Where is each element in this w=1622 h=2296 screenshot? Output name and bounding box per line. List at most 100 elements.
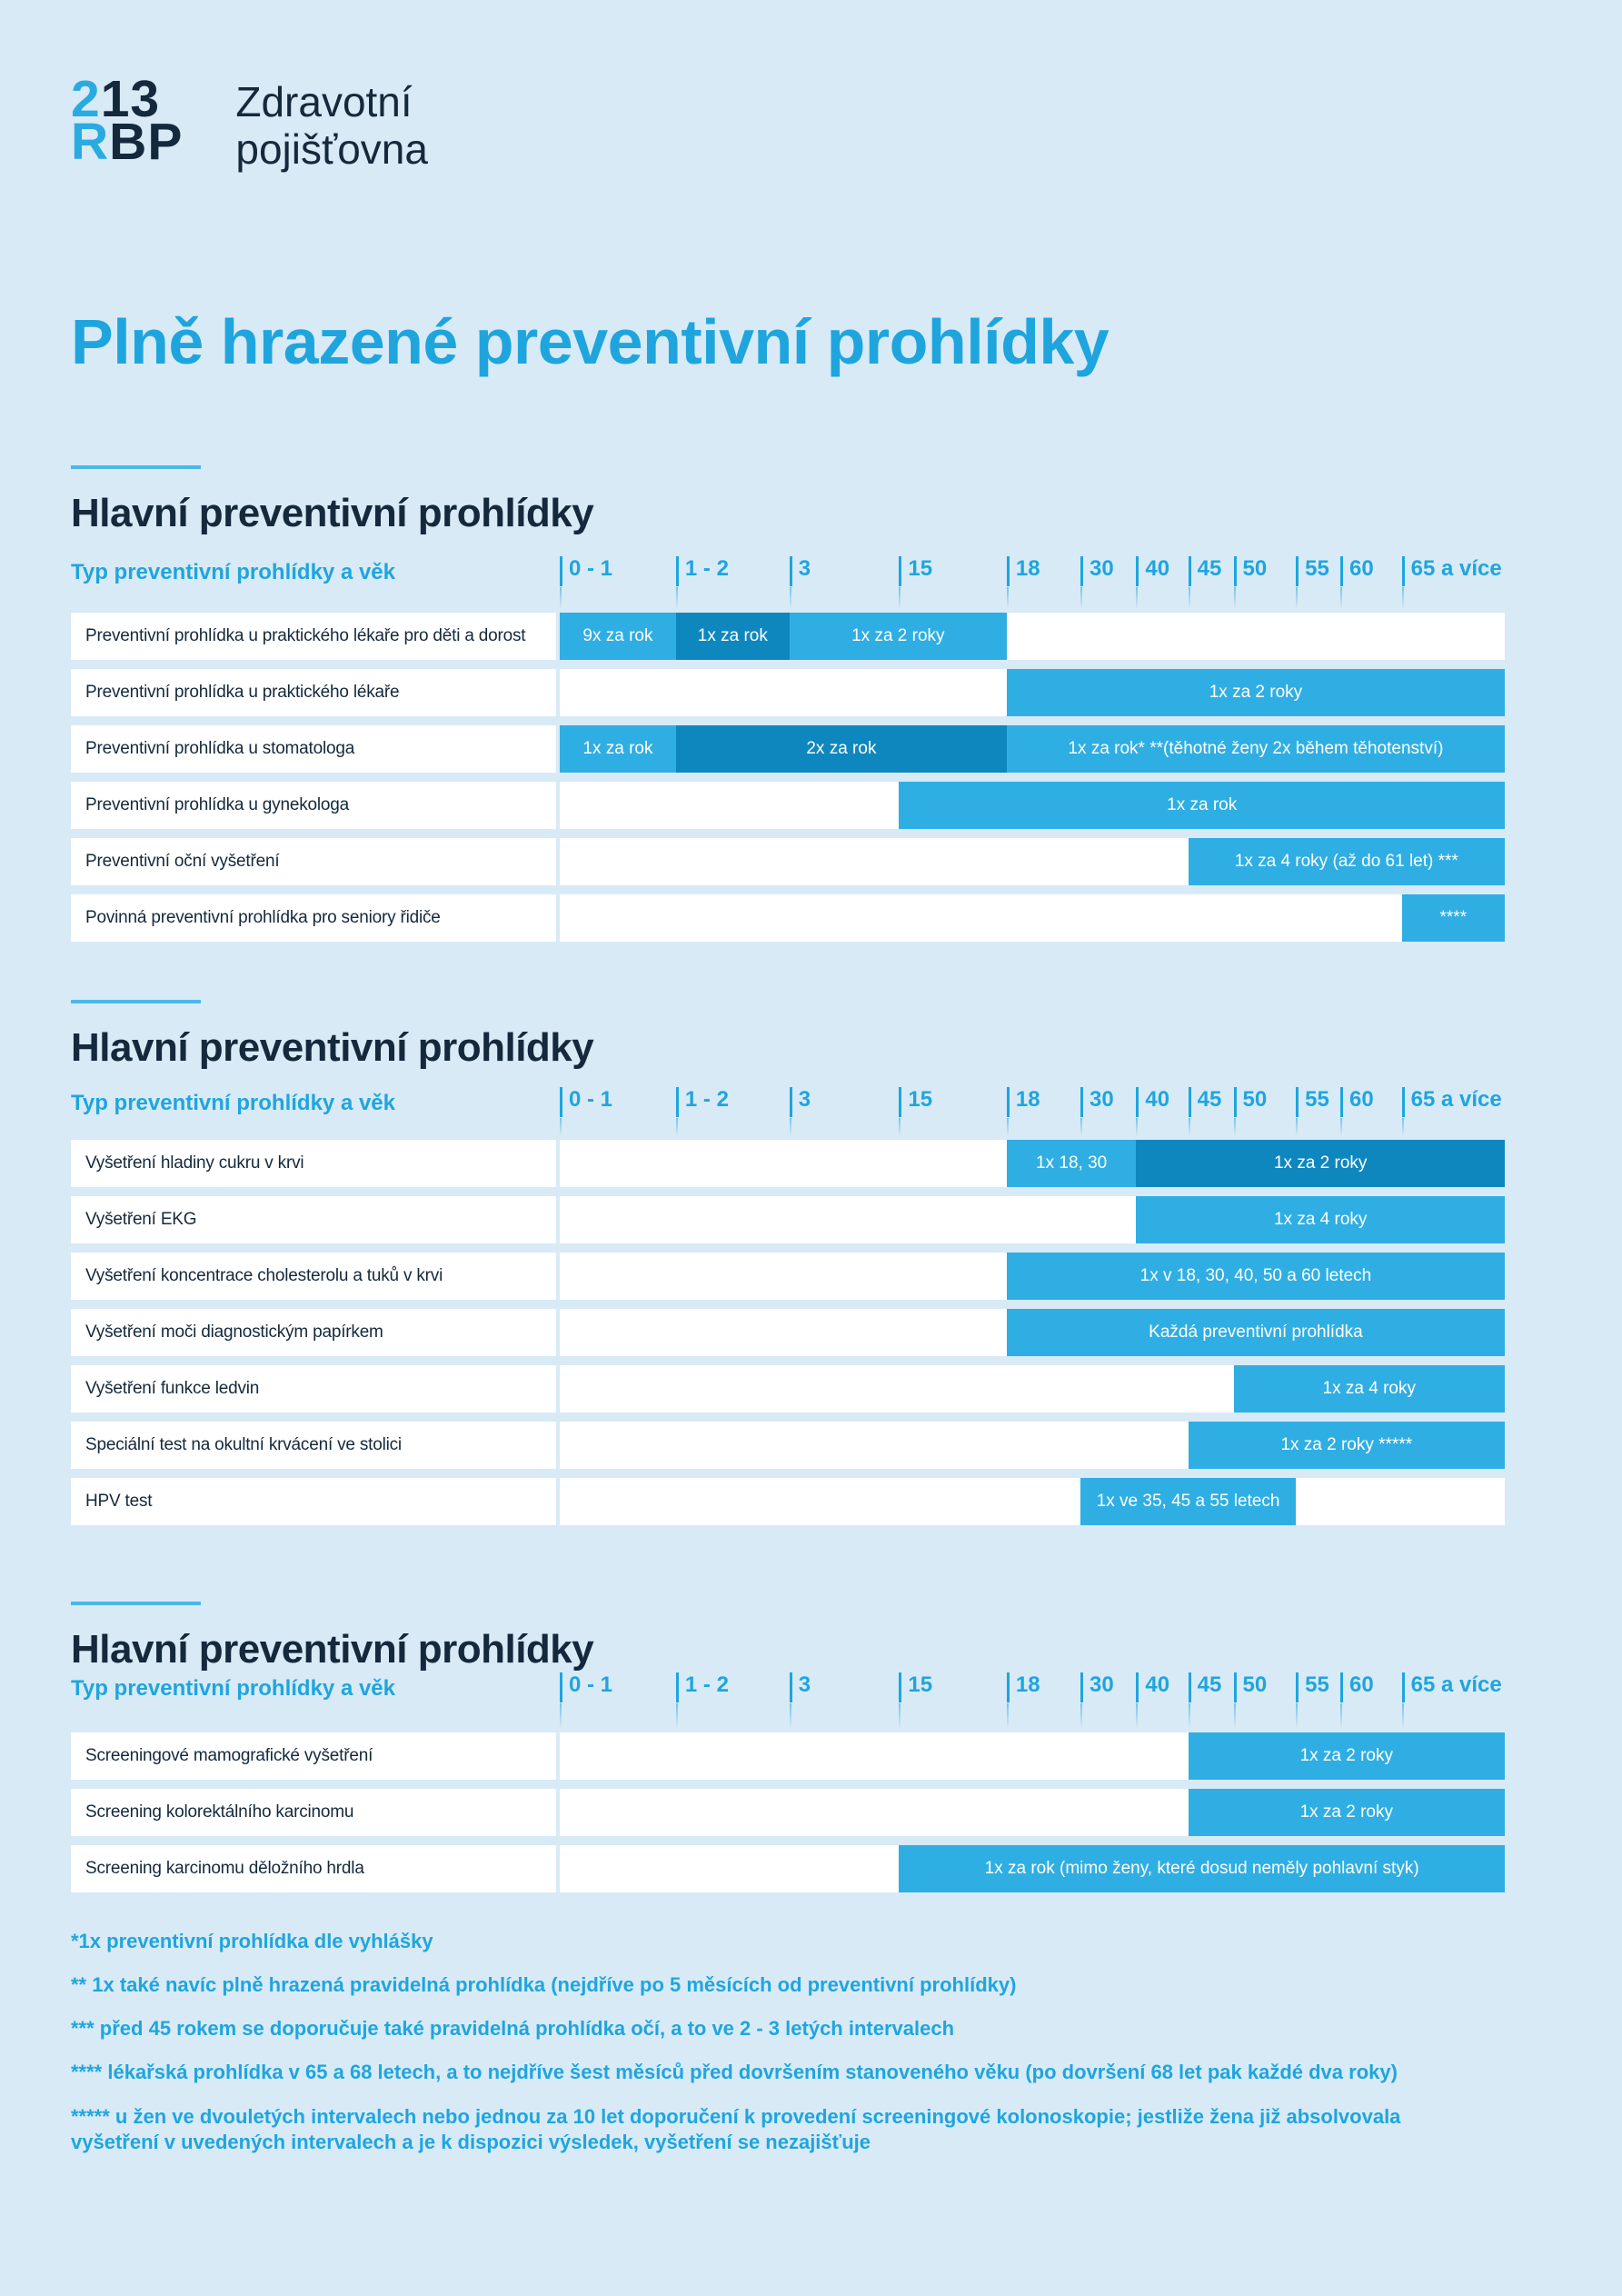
- tick-label: 40: [1145, 1672, 1170, 1697]
- tick-mark: [1136, 1672, 1139, 1702]
- age-tick: 50: [1233, 1672, 1268, 1702]
- gantt-bar: 1x za rok* **(těhotné ženy 2x během těho…: [1006, 725, 1505, 773]
- row-chart: 1x za 4 roky: [560, 1365, 1505, 1413]
- rbp-logo-mark: 213 RBP: [71, 74, 183, 173]
- row-chart: ****: [560, 894, 1505, 942]
- row-chart: 9x za rok 1x za rok 1x za 2 roky: [560, 613, 1505, 660]
- tick-dropline: [1401, 1118, 1404, 1136]
- tick-mark: [675, 556, 679, 586]
- gantt-bar: 1x za 2 roky: [1188, 1789, 1505, 1836]
- tick-mark: [899, 556, 902, 586]
- gantt-bar: 1x za 2 roky: [1006, 669, 1505, 716]
- tick-droplines: [560, 1703, 1505, 1729]
- table-row: Preventivní prohlídka u gynekologa 1x za …: [71, 782, 1505, 829]
- row-chart: 1x za 2 roky: [560, 669, 1505, 716]
- row-chart: 1x za 4 roky: [560, 1196, 1505, 1243]
- tick-mark: [1233, 556, 1237, 586]
- tick-dropline: [789, 587, 791, 609]
- tick-label: 45: [1197, 1087, 1222, 1112]
- section-title: Hlavní preventivní prohlídky: [71, 1025, 594, 1070]
- age-tick: 60: [1340, 1087, 1374, 1117]
- tick-mark: [675, 1672, 679, 1702]
- tick-label: 50: [1242, 1672, 1268, 1697]
- row-label: Screeningové mamografické vyšetření: [71, 1732, 556, 1780]
- brand-name: Zdravotní pojišťovna: [235, 78, 428, 173]
- age-tick: 55: [1296, 556, 1329, 586]
- table-row: HPV test 1x ve 35, 45 a 55 letech: [71, 1478, 1505, 1525]
- gantt-bar: 1x za rok: [899, 782, 1505, 829]
- gantt-bar: 1x v 18, 30, 40, 50 a 60 letech: [1006, 1253, 1505, 1300]
- table-row: Preventivní prohlídka u stomatologa 1x za…: [71, 725, 1505, 773]
- row-chart: 1x za 4 roky (až do 61 let) ***: [560, 838, 1505, 885]
- age-tick: 60: [1340, 1672, 1374, 1702]
- age-tick: 55: [1296, 1087, 1329, 1117]
- tick-mark: [1296, 1672, 1299, 1702]
- tick-dropline: [1340, 1118, 1343, 1136]
- logo-code-accent: R: [71, 112, 110, 171]
- tick-label: 40: [1145, 1087, 1170, 1112]
- tick-dropline: [1188, 587, 1190, 609]
- tick-mark: [560, 1672, 562, 1702]
- tick-mark: [675, 1087, 679, 1117]
- section-title: Hlavní preventivní prohlídky: [71, 1627, 594, 1672]
- age-tick: 60: [1340, 556, 1374, 586]
- age-tick: 30: [1080, 1087, 1114, 1117]
- table-row: Vyšetření hladiny cukru v krvi 1x 18, 30 1…: [71, 1140, 1505, 1187]
- age-ticks: 0 - 1 1 - 2 3 15 18 30 40 45 50 55 60 65 a více: [560, 1087, 1505, 1122]
- row-label: Screening karcinomu děložního hrdla: [71, 1845, 556, 1892]
- tick-label: 50: [1242, 1087, 1268, 1112]
- age-tick: 3: [789, 1087, 811, 1117]
- tick-mark: [1006, 1087, 1010, 1117]
- section-accent-line: [71, 465, 201, 469]
- row-label: Vyšetření koncentrace cholesterolu a tuk…: [71, 1253, 556, 1300]
- table-row: Povinná preventivní prohlídka pro senior…: [71, 894, 1505, 942]
- tick-dropline: [1233, 1118, 1236, 1136]
- tick-dropline: [789, 1703, 791, 1729]
- tick-mark: [1006, 556, 1010, 586]
- tick-mark: [1080, 1087, 1084, 1117]
- age-tick: 15: [899, 556, 932, 586]
- section-accent-line: [71, 1000, 201, 1003]
- tick-dropline: [1006, 1703, 1009, 1729]
- tick-mark: [1401, 556, 1405, 586]
- tick-label: 1 - 2: [684, 1672, 729, 1697]
- age-tick: 45: [1188, 1087, 1222, 1117]
- tick-droplines: [560, 587, 1505, 609]
- tick-dropline: [1340, 587, 1343, 609]
- age-axis-caption: Typ preventivní prohlídky a věk: [71, 560, 395, 584]
- brand-name-line1: Zdravotní: [235, 78, 413, 125]
- row-label: Preventivní prohlídka u praktického léka…: [71, 669, 556, 716]
- tick-label: 18: [1015, 1672, 1040, 1697]
- row-label: Preventivní prohlídka u stomatologa: [71, 725, 556, 773]
- tick-dropline: [1080, 1118, 1083, 1136]
- age-tick: 65 a více: [1401, 1672, 1502, 1702]
- tick-mark: [1401, 1672, 1405, 1702]
- row-label: Preventivní prohlídka u gynekologa: [71, 782, 556, 829]
- tick-dropline: [1080, 587, 1083, 609]
- gantt-bar: ****: [1401, 894, 1505, 942]
- logo-code-213: 213: [71, 74, 183, 125]
- section-title: Hlavní preventivní prohlídky: [71, 491, 594, 535]
- age-ticks: 0 - 1 1 - 2 3 15 18 30 40 45 50 55 60 65 a více: [560, 1672, 1505, 1707]
- row-label: Vyšetření hladiny cukru v krvi: [71, 1140, 556, 1187]
- gantt-bar: 2x za rok: [675, 725, 1007, 773]
- tick-mark: [1340, 1672, 1344, 1702]
- page-title: Plně hrazené preventivní prohlídky: [71, 306, 1110, 377]
- tick-label: 60: [1349, 1087, 1374, 1112]
- tick-droplines: [560, 1118, 1505, 1136]
- table-row: Speciální test na okultní krvácení ve st…: [71, 1422, 1505, 1469]
- table-rows: Screeningové mamografické vyšetření 1x za…: [71, 1732, 1505, 1902]
- gantt-bar: 1x za 2 roky: [1188, 1732, 1505, 1780]
- age-axis-header: Typ preventivní prohlídky a věk 0 - 1 1 - …: [71, 1672, 1505, 1707]
- tick-dropline: [1340, 1703, 1343, 1729]
- tick-mark: [560, 556, 562, 586]
- age-axis-header: Typ preventivní prohlídky a věk 0 - 1 1 - …: [71, 556, 1505, 591]
- age-tick: 40: [1136, 1087, 1169, 1117]
- tick-dropline: [1188, 1703, 1190, 1729]
- tick-mark: [1080, 1672, 1084, 1702]
- row-chart: 1x ve 35, 45 a 55 letech: [560, 1478, 1505, 1525]
- age-tick: 1 - 2: [675, 1087, 729, 1117]
- tick-dropline: [1136, 1118, 1139, 1136]
- tick-dropline: [560, 1703, 562, 1729]
- tick-dropline: [1233, 1703, 1236, 1729]
